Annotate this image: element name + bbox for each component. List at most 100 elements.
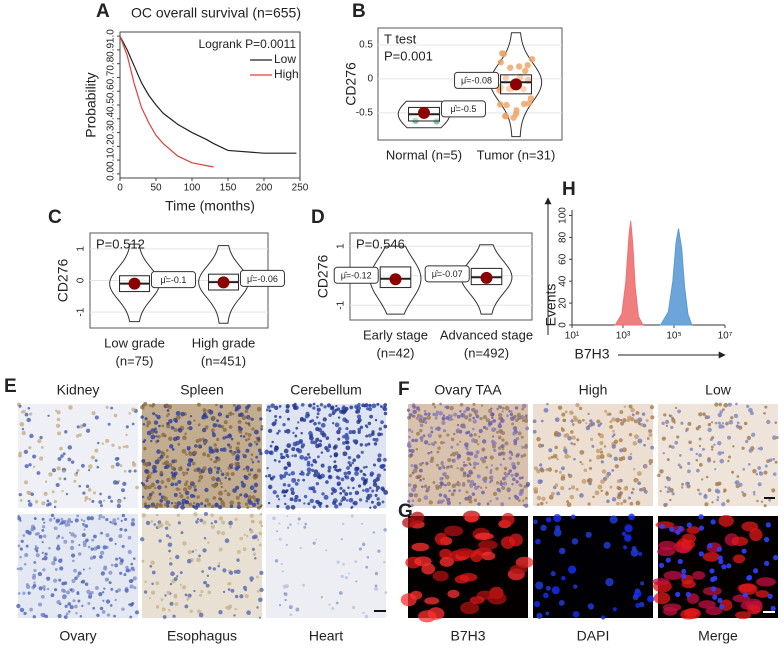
nucleus	[270, 403, 275, 409]
nucleus	[260, 424, 264, 429]
nucleus	[201, 437, 205, 441]
cell	[755, 590, 770, 598]
nucleus	[245, 465, 250, 470]
nucleus	[569, 494, 575, 500]
nucleus	[134, 610, 139, 615]
nucleus	[118, 557, 121, 560]
nucleus	[303, 456, 309, 461]
nucleus	[211, 476, 216, 481]
nucleus	[303, 502, 306, 505]
nucleus	[364, 614, 369, 619]
image-caption: Low	[705, 382, 732, 398]
nucleus	[259, 512, 263, 516]
nucleus	[160, 598, 164, 602]
nucleus	[69, 588, 73, 592]
nucleus	[169, 601, 174, 606]
nucleus	[26, 490, 31, 495]
nucleus	[291, 446, 296, 452]
nucleus	[247, 404, 251, 408]
nucleus	[224, 489, 227, 493]
nucleus	[444, 474, 450, 480]
nucleus	[671, 418, 676, 423]
nucleus	[286, 417, 291, 421]
data-point-decor	[500, 50, 508, 58]
nucleus	[375, 485, 381, 490]
nucleus	[422, 434, 426, 438]
nucleus	[615, 417, 621, 423]
nucleus	[85, 538, 89, 543]
nucleus	[59, 566, 64, 571]
nucleus	[711, 448, 714, 451]
nucleus	[79, 614, 83, 618]
nucleus	[510, 410, 513, 413]
nucleus	[339, 486, 343, 490]
nucleus	[412, 468, 418, 474]
nucleus	[354, 490, 360, 496]
nucleus	[60, 520, 64, 523]
nucleus	[456, 482, 461, 487]
nucleus	[181, 448, 187, 454]
nucleus	[123, 470, 127, 473]
nucleus	[108, 570, 113, 575]
nucleus	[412, 409, 417, 415]
nucleus	[356, 419, 361, 425]
nucleus	[741, 446, 745, 450]
nucleus	[482, 415, 488, 420]
nucleus	[88, 567, 91, 570]
nucleus	[475, 409, 479, 414]
nucleus	[650, 445, 655, 450]
nucleus	[717, 412, 722, 418]
nucleus	[474, 412, 478, 416]
nucleus	[297, 517, 301, 521]
nucleus	[117, 588, 122, 592]
nucleus	[376, 473, 382, 478]
nucleus	[173, 493, 178, 497]
nucleus	[412, 483, 418, 489]
nucleus	[502, 476, 506, 481]
nucleus	[210, 504, 215, 509]
nucleus	[449, 414, 453, 418]
nucleus	[383, 468, 386, 471]
nucleus	[39, 456, 44, 461]
nucleus	[259, 417, 263, 421]
image-caption: Heart	[309, 628, 343, 644]
nucleus	[240, 434, 243, 438]
nucleus	[225, 414, 229, 419]
y-tick-label: 0.9	[106, 43, 117, 57]
nucleus	[473, 454, 479, 459]
cell	[444, 525, 464, 537]
y-tick-label: 1	[336, 243, 347, 249]
nucleus	[204, 425, 209, 430]
nucleus	[374, 586, 378, 591]
nucleus	[663, 413, 667, 417]
nucleus	[462, 473, 467, 478]
panel-label: B	[352, 1, 366, 22]
nucleus	[512, 465, 517, 470]
nucleus	[328, 603, 331, 606]
nucleus	[255, 498, 260, 503]
nucleus	[481, 447, 486, 452]
nucleus	[558, 470, 562, 474]
nucleus	[103, 499, 106, 502]
nucleus	[469, 483, 474, 488]
y-tick-label: 20	[558, 297, 569, 309]
nucleus	[604, 409, 608, 413]
nucleus	[446, 433, 450, 437]
nucleus	[340, 574, 344, 579]
nucleus	[344, 576, 349, 580]
nucleus	[681, 573, 687, 579]
nucleus	[302, 478, 306, 482]
nucleus	[292, 403, 296, 408]
nucleus	[347, 460, 351, 465]
y-tick-label: 0.4	[106, 111, 117, 125]
nucleus	[766, 419, 771, 425]
nucleus	[16, 603, 21, 609]
nucleus	[596, 448, 601, 454]
image-caption: Kidney	[57, 382, 100, 398]
nucleus	[82, 523, 86, 527]
nucleus	[629, 501, 634, 506]
mean-dot	[510, 78, 522, 91]
nucleus	[217, 424, 222, 428]
nucleus	[741, 491, 744, 494]
nucleus	[630, 548, 639, 557]
